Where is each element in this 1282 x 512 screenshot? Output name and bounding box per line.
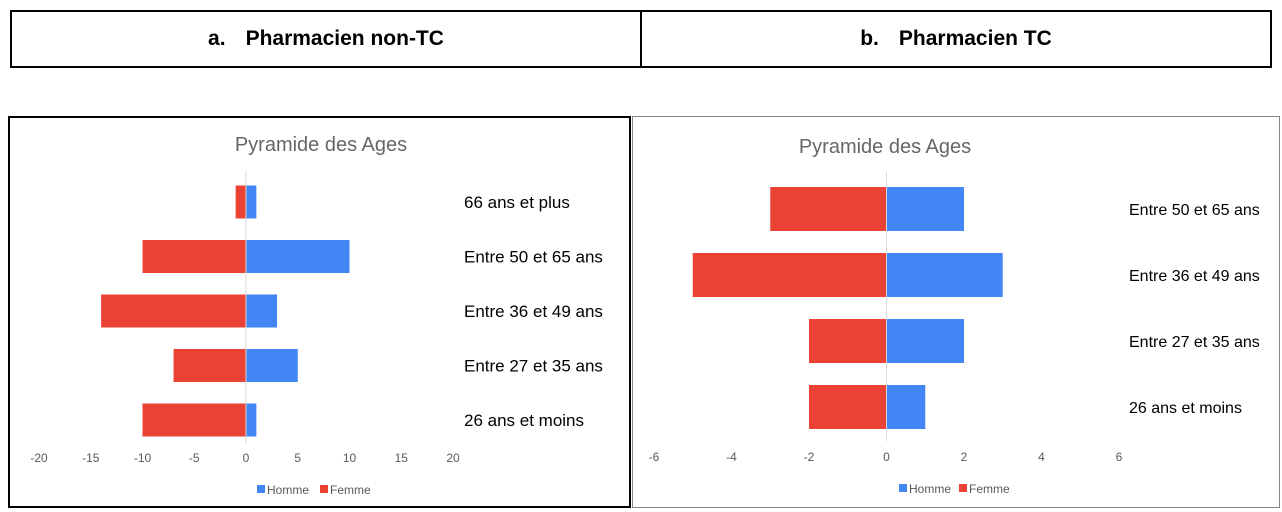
chart-b-category-label: Entre 27 et 35 ans — [1129, 334, 1260, 351]
chart-a-tick-label: 5 — [294, 451, 301, 465]
chart-b-category-label: 26 ans et moins — [1129, 400, 1242, 417]
chart-a-category-label: 26 ans et moins — [464, 411, 584, 430]
chart-b-bar-homme — [886, 253, 1003, 297]
chart-b-tick-label: -6 — [649, 450, 660, 464]
header-table: a. Pharmacien non-TC b. Pharmacien TC — [10, 10, 1272, 68]
chart-a-svg: Pyramide des Ages 66 ans et plus Entre 50 … — [30, 134, 603, 497]
chart-b-tick-label: 2 — [961, 450, 968, 464]
chart-a-bar-femme — [101, 294, 246, 328]
header-title-a: Pharmacien non-TC — [245, 27, 444, 50]
chart-a-tick-label: 15 — [395, 451, 409, 465]
chart-a-tick-label: 0 — [243, 451, 250, 465]
chart-b-tick-label: 6 — [1116, 450, 1123, 464]
chart-b-svg: Pyramide des Ages Entre 50 et 65 ans Entre… — [649, 136, 1260, 496]
chart-a-tick-label: 20 — [446, 451, 460, 465]
chart-a-tick-label: -10 — [134, 451, 152, 465]
chart-b-tick-label: 4 — [1038, 450, 1045, 464]
header-cell-b: b. Pharmacien TC — [640, 12, 1270, 66]
chart-a-bar-femme — [173, 349, 246, 382]
chart-a-bar-homme — [246, 294, 278, 328]
chart-panel-a: Pyramide des Ages 66 ans et plus Entre 50 … — [8, 116, 631, 508]
chart-a-bar-homme — [246, 185, 257, 219]
chart-b-bar-homme — [886, 187, 964, 231]
header-letter-b: b. — [860, 27, 879, 50]
chart-b-category-label: Entre 50 et 65 ans — [1129, 202, 1260, 219]
header-title-b: Pharmacien TC — [898, 27, 1052, 50]
chart-a-bar-femme — [142, 240, 246, 273]
chart-b-legend-label-homme: Homme — [909, 482, 951, 496]
chart-b-legend-swatch-homme — [899, 484, 907, 492]
chart-b-bar-homme — [886, 385, 926, 429]
chart-a-bar-femme — [235, 185, 246, 219]
chart-a-category-label: Entre 36 et 49 ans — [464, 302, 603, 321]
chart-a-category-label: 66 ans et plus — [464, 193, 570, 212]
chart-b-bar-femme — [809, 319, 887, 363]
chart-b-bar-femme — [692, 253, 887, 297]
chart-a-legend-label-homme: Homme — [267, 483, 309, 497]
chart-a-bar-femme — [142, 403, 246, 437]
chart-a-category-label: Entre 50 et 65 ans — [464, 248, 603, 267]
chart-b-tick-label: -2 — [804, 450, 815, 464]
chart-b-legend-label-femme: Femme — [969, 482, 1010, 496]
chart-panel-b: Pyramide des Ages Entre 50 et 65 ans Entre… — [632, 116, 1280, 508]
chart-a-title: Pyramide des Ages — [235, 134, 407, 156]
chart-a-bar-homme — [246, 349, 298, 382]
chart-b-category-label: Entre 36 et 49 ans — [1129, 268, 1260, 285]
chart-a-bar-homme — [246, 403, 257, 437]
chart-b-legend-swatch-femme — [959, 484, 967, 492]
chart-b-tick-label: -4 — [726, 450, 737, 464]
header-letter-a: a. — [208, 27, 226, 50]
chart-a-tick-label: -5 — [189, 451, 200, 465]
chart-a-tick-label: -20 — [30, 451, 48, 465]
header-cell-a: a. Pharmacien non-TC — [12, 12, 640, 66]
chart-a-category-label: Entre 27 et 35 ans — [464, 357, 603, 376]
chart-a-tick-label: 10 — [343, 451, 357, 465]
chart-b-bar-femme — [770, 187, 887, 231]
chart-a-legend-label-femme: Femme — [330, 483, 371, 497]
chart-b-tick-label: 0 — [883, 450, 890, 464]
chart-b-bar-femme — [809, 385, 887, 429]
chart-a-bar-homme — [246, 240, 350, 273]
chart-a-legend-swatch-femme — [320, 485, 328, 493]
chart-b-bar-homme — [886, 319, 964, 363]
chart-a-legend-swatch-homme — [257, 485, 265, 493]
chart-a-tick-label: -15 — [82, 451, 100, 465]
chart-b-title: Pyramide des Ages — [799, 136, 971, 158]
